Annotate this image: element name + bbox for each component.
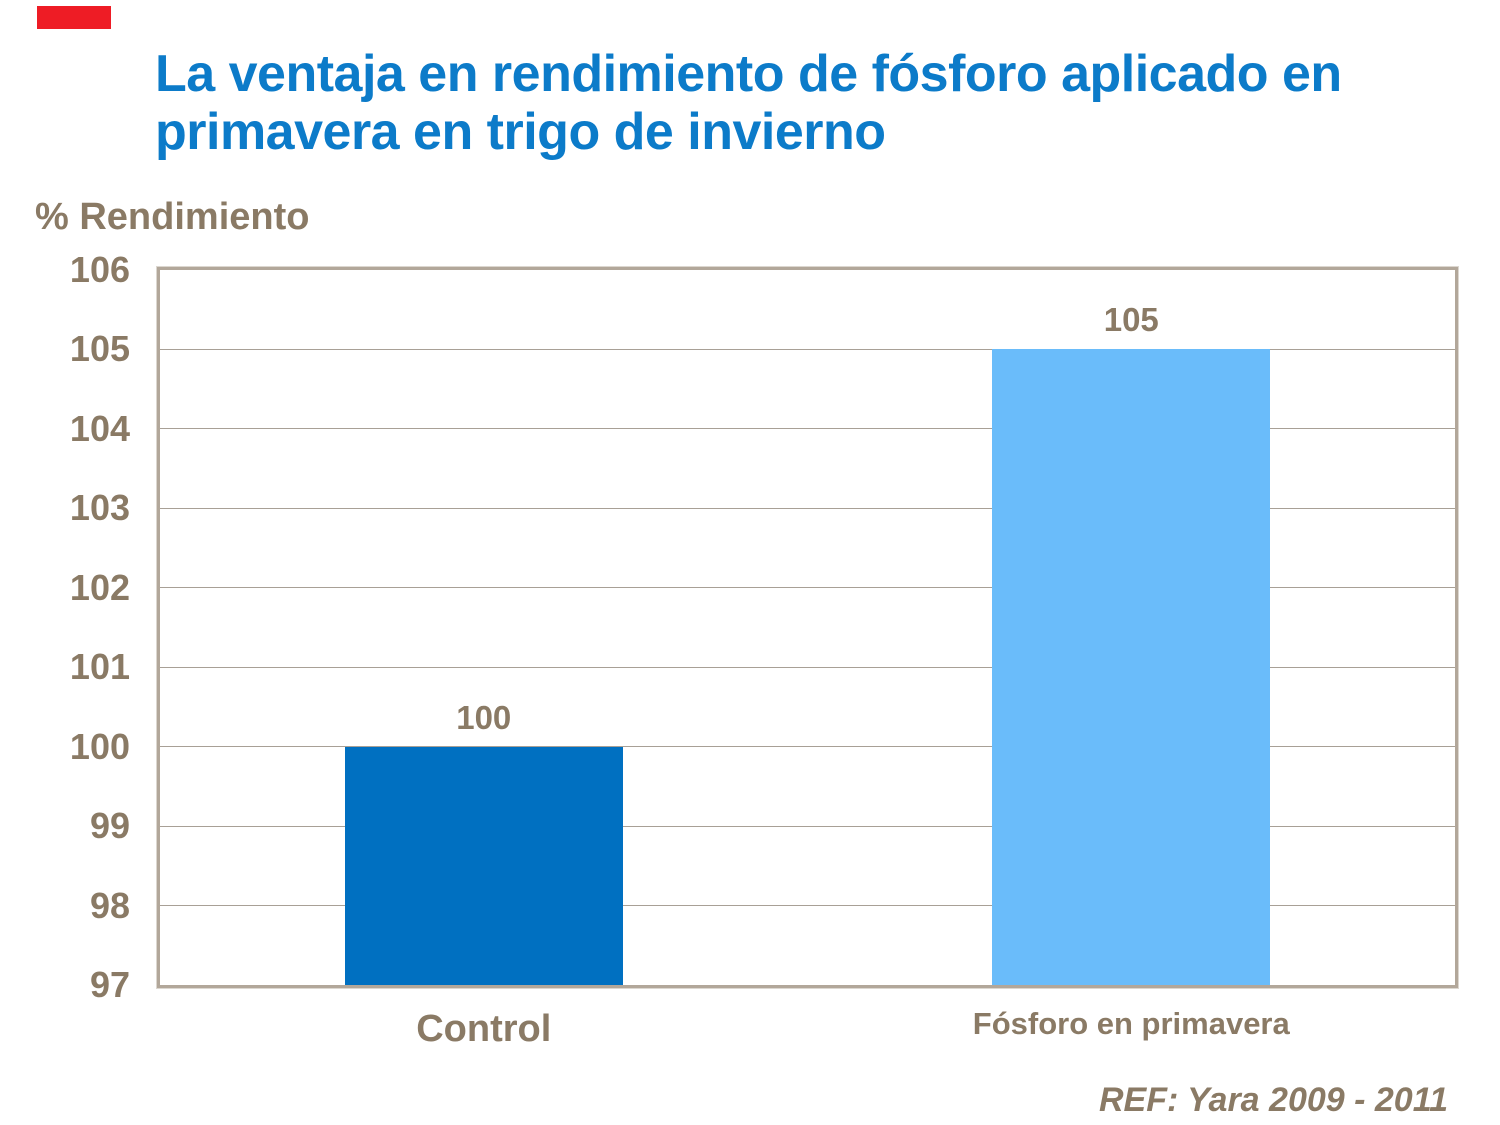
gridline xyxy=(160,666,1455,668)
gridline xyxy=(160,825,1455,827)
y-axis-tick-label: 106 xyxy=(69,249,130,290)
gridline xyxy=(160,428,1455,430)
y-axis-tick-label: 103 xyxy=(69,487,130,529)
y-axis-tick-label: 101 xyxy=(69,646,130,688)
y-axis-title: % Rendimiento xyxy=(35,196,310,238)
bar-f-sforo-en-primavera xyxy=(992,349,1271,985)
ref-citation: REF: Yara 2009 - 2011 xyxy=(1098,1081,1448,1119)
bar-value-label: 100 xyxy=(456,698,512,736)
plot-area: 100 105 xyxy=(156,266,1459,989)
slide-title: La ventaja en rendimiento de fósforo apl… xyxy=(155,45,1435,161)
x-axis-category-labels: Control Fósforo en primavera xyxy=(160,1006,1455,1068)
slide-title-line-1: La ventaja en rendimiento de fósforo apl… xyxy=(155,45,1342,103)
x-axis-category-label: Fósforo en primavera xyxy=(972,1006,1290,1041)
x-axis-category-label: Control xyxy=(416,1008,552,1050)
y-axis-tick-label: 100 xyxy=(69,725,130,767)
y-axis-tick-label: 105 xyxy=(69,328,130,370)
y-axis-tick-label: 97 xyxy=(89,964,130,1005)
y-axis-tick-label: 98 xyxy=(89,884,130,926)
gridline xyxy=(160,507,1455,509)
y-axis-tick-label: 104 xyxy=(69,407,130,449)
y-axis-tick-label: 99 xyxy=(89,805,130,847)
slide-title-line-2: primavera en trigo de invierno xyxy=(155,103,886,161)
bar-value-label: 105 xyxy=(1103,301,1159,339)
red-accent-mark xyxy=(37,6,111,29)
gridline xyxy=(160,746,1455,748)
gridline xyxy=(160,587,1455,589)
y-axis-tick-label: 102 xyxy=(69,566,130,608)
gridline xyxy=(160,905,1455,907)
y-axis-tick-labels: 106 105 104 103 102 101 100 99 98 97 xyxy=(0,249,130,1005)
gridline xyxy=(160,348,1455,350)
bar-control xyxy=(344,746,623,985)
